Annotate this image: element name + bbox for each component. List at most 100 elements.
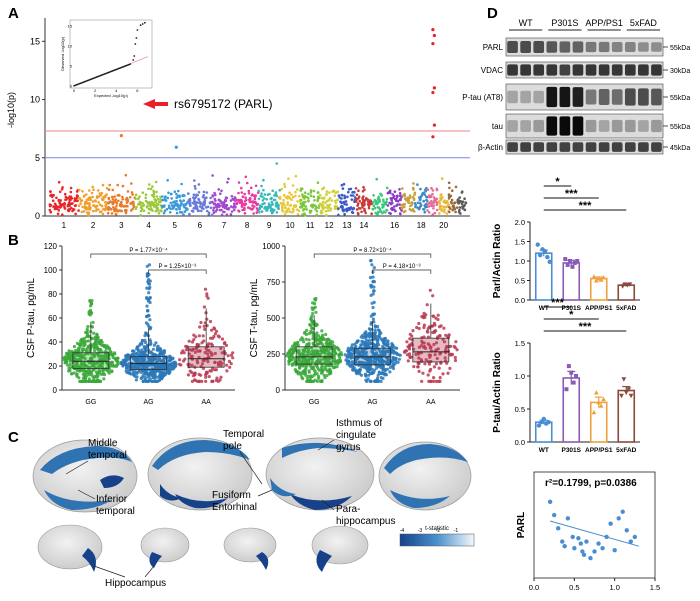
snp-point [262, 178, 265, 182]
snp-point [255, 207, 259, 210]
boxplot-point [134, 352, 138, 356]
snp-point [48, 204, 52, 207]
boxplot-point [100, 365, 104, 369]
blot-band [520, 120, 531, 132]
boxplot-point [442, 326, 446, 330]
snp-point [407, 198, 410, 202]
boxplot-point [151, 372, 155, 376]
snp-point [197, 183, 201, 186]
boxplot-point [372, 352, 376, 357]
boxplot-point [126, 353, 130, 357]
scatter-point [565, 516, 571, 521]
snp-point [432, 204, 436, 207]
boxplot-point [434, 341, 439, 345]
snp-point [435, 208, 439, 212]
snp-point [333, 194, 337, 197]
snp-point [425, 195, 429, 199]
snp-point [322, 186, 326, 190]
snp-point [291, 210, 295, 214]
boxplot-point [149, 359, 153, 363]
snp-point [455, 206, 459, 209]
snp-point [108, 183, 111, 187]
boxplot-point [359, 350, 363, 354]
parl-chart-point [601, 274, 606, 280]
snp-point [178, 206, 181, 209]
snp-point [356, 204, 359, 207]
snp-point [58, 201, 62, 205]
snp-point [345, 207, 348, 211]
boxplot-point [318, 353, 322, 357]
snp-point [155, 190, 158, 194]
boxplot-point [310, 360, 314, 364]
boxplot-point [309, 375, 313, 379]
boxplot-point [178, 358, 182, 362]
snp-top-hit [431, 42, 435, 46]
snp-point [110, 195, 114, 199]
boxplot-point [336, 358, 340, 363]
snp-point [309, 194, 313, 197]
snp-point [140, 207, 144, 211]
boxplot-box [130, 355, 167, 370]
snp-point [454, 185, 458, 189]
snp-point [78, 188, 81, 192]
boxplot-point [337, 353, 341, 357]
snp-point [205, 191, 209, 194]
snp-point [107, 208, 110, 212]
snp-point [464, 201, 468, 205]
snp-point [396, 203, 399, 206]
boxplot-point [367, 327, 371, 331]
snp-point [146, 205, 149, 209]
boxplot-point [432, 376, 436, 380]
snp-point [412, 182, 415, 185]
boxplot-point [376, 324, 380, 329]
boxplot-point [147, 324, 151, 328]
snp-point [237, 198, 240, 202]
snp-point [386, 204, 390, 207]
snp-point [159, 198, 162, 201]
ptau-chart-point [591, 409, 597, 415]
blot-column-label: APP/PS1 [585, 18, 623, 28]
snp-point [319, 209, 323, 213]
boxplot-point [296, 360, 300, 364]
boxplot-y-tick-label: 0 [276, 386, 281, 395]
parl-chart-point [575, 259, 580, 263]
snp-point [154, 180, 158, 184]
snp-point [224, 196, 228, 199]
snp-point [243, 212, 247, 215]
snp-point [410, 203, 413, 207]
snp-point [227, 208, 230, 211]
boxplot-point [369, 259, 373, 263]
snp-point [385, 200, 388, 204]
blot-band [651, 42, 662, 52]
snp-point [260, 210, 264, 213]
boxplot-point [364, 350, 369, 355]
snp-point [161, 198, 164, 202]
snp-top-hit [431, 135, 435, 139]
boxplot-point [69, 355, 73, 359]
snp-point [212, 208, 215, 212]
snp-point [194, 187, 197, 190]
boxplot-point [311, 308, 315, 312]
manhattan-x-tick-label: 11 [306, 221, 315, 230]
snp-point [375, 213, 379, 216]
boxplot-point [66, 363, 70, 367]
boxplot-point [347, 349, 351, 353]
boxplot-point [133, 365, 137, 369]
snp-point [309, 191, 313, 194]
snp-point [139, 214, 142, 217]
manhattan-y-tick-label: 5 [35, 153, 40, 163]
snp-point [91, 185, 94, 189]
boxplot-point [126, 356, 131, 360]
snp-point [361, 206, 364, 209]
p-value-label: P = 4.18×10⁻³ [383, 264, 421, 270]
boxplot-point [376, 379, 381, 383]
label-temporal-pole-2: pole [223, 441, 242, 452]
boxplot-point [105, 361, 109, 365]
hippocampus-views [37, 524, 369, 572]
boxplot-point [417, 356, 421, 360]
snp-point [258, 207, 262, 211]
boxplot-point [416, 361, 420, 365]
boxplot-point [201, 334, 205, 338]
snp-point [408, 201, 411, 205]
